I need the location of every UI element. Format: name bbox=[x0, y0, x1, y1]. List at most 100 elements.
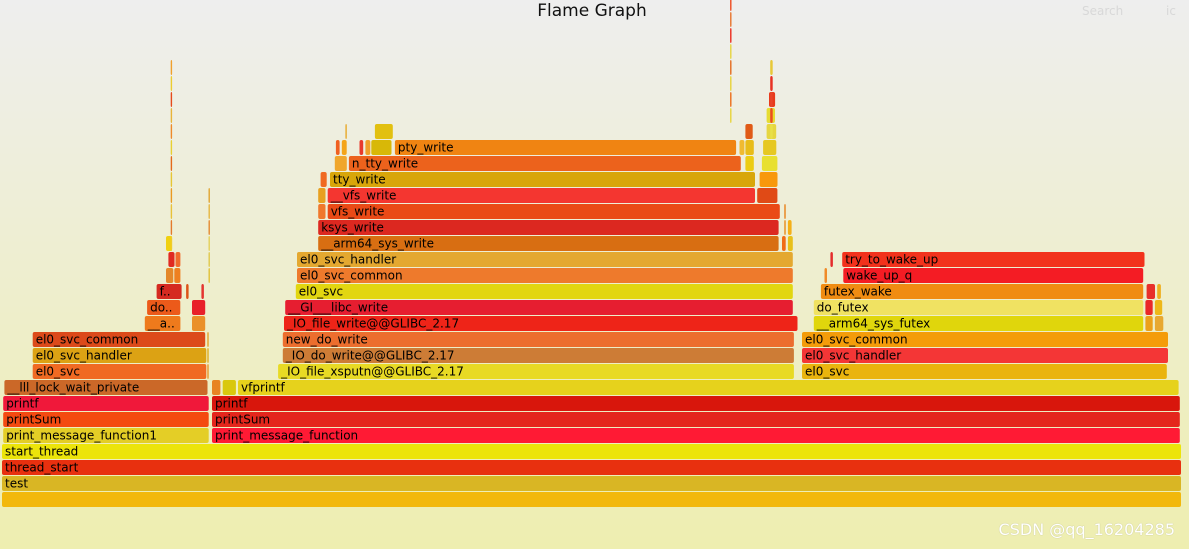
flame-frame[interactable] bbox=[1146, 284, 1155, 299]
flame-frame-bar[interactable] bbox=[318, 220, 779, 235]
flame-frame[interactable] bbox=[208, 220, 210, 235]
flame-frame-bar[interactable] bbox=[147, 300, 181, 315]
flame-frame-bar[interactable] bbox=[170, 92, 173, 107]
flame-frame[interactable] bbox=[174, 268, 181, 283]
flame-frame-bar[interactable] bbox=[813, 300, 1144, 315]
flame-frame[interactable] bbox=[1157, 284, 1161, 299]
flame-frame[interactable]: printf bbox=[3, 396, 209, 411]
flame-frame-bar[interactable] bbox=[284, 316, 798, 331]
flame-frame[interactable] bbox=[770, 76, 773, 91]
flame-frame-bar[interactable] bbox=[3, 428, 209, 443]
flame-frame-bar[interactable] bbox=[745, 140, 754, 155]
flame-frame-bar[interactable] bbox=[770, 108, 773, 123]
flame-frame[interactable]: _IO_file_write@@GLIBC_2.17 bbox=[284, 316, 798, 331]
flame-frame[interactable] bbox=[770, 92, 773, 107]
flame-frame-bar[interactable] bbox=[730, 0, 732, 11]
flame-frame-bar[interactable] bbox=[170, 108, 173, 123]
flame-frame-bar[interactable] bbox=[170, 60, 173, 75]
flame-frame-bar[interactable] bbox=[156, 284, 182, 299]
flame-frame-bar[interactable] bbox=[330, 172, 755, 187]
flame-frame-bar[interactable] bbox=[186, 284, 189, 299]
flame-frame-bar[interactable] bbox=[208, 252, 210, 267]
flame-frame[interactable] bbox=[170, 236, 173, 251]
flame-frame[interactable] bbox=[168, 252, 175, 267]
flame-frame-bar[interactable] bbox=[175, 252, 181, 267]
flame-frame[interactable] bbox=[170, 124, 173, 139]
flame-frame[interactable] bbox=[1145, 300, 1153, 315]
flame-frame-bar[interactable] bbox=[374, 124, 393, 139]
flame-frame-bar[interactable] bbox=[318, 188, 326, 203]
flame-frame[interactable] bbox=[166, 236, 173, 251]
flame-frame[interactable]: printf bbox=[212, 396, 1180, 411]
search-button[interactable]: Search bbox=[1082, 4, 1124, 18]
flame-frame-bar[interactable] bbox=[166, 268, 174, 283]
flame-frame-bar[interactable] bbox=[1157, 284, 1161, 299]
flame-frame-bar[interactable] bbox=[770, 124, 773, 139]
flame-frame[interactable] bbox=[170, 108, 173, 123]
ignore-case-toggle[interactable]: ic bbox=[1166, 4, 1176, 18]
flame-frame[interactable]: new_do_write bbox=[282, 332, 794, 347]
flame-frame[interactable] bbox=[192, 316, 206, 331]
flame-frame[interactable] bbox=[730, 44, 732, 59]
flame-frame[interactable] bbox=[359, 140, 364, 155]
flame-frame-bar[interactable] bbox=[730, 92, 732, 107]
flame-frame[interactable] bbox=[208, 204, 210, 219]
flame-frame-bar[interactable] bbox=[4, 380, 208, 395]
flame-frame[interactable] bbox=[757, 188, 778, 203]
flame-frame-bar[interactable] bbox=[2, 476, 1181, 491]
flame-frame[interactable] bbox=[320, 172, 327, 187]
flame-frame[interactable]: start_thread bbox=[2, 444, 1181, 459]
flame-frame-bar[interactable] bbox=[170, 236, 173, 251]
flame-frame[interactable] bbox=[745, 124, 753, 139]
flame-frame-bar[interactable] bbox=[327, 204, 780, 219]
flame-frame-bar[interactable] bbox=[170, 220, 173, 235]
flame-frame[interactable]: thread_start bbox=[2, 460, 1181, 475]
flame-frame-bar[interactable] bbox=[335, 140, 340, 155]
flame-frame-bar[interactable] bbox=[238, 380, 1179, 395]
flame-frame-bar[interactable] bbox=[170, 76, 173, 91]
flame-frame-bar[interactable] bbox=[318, 204, 326, 219]
flame-frame[interactable]: __vfs_write bbox=[327, 188, 755, 203]
flame-frame-bar[interactable] bbox=[207, 332, 209, 347]
flame-frame[interactable] bbox=[830, 252, 833, 267]
flame-frame-bar[interactable] bbox=[770, 76, 773, 91]
flame-frame-bar[interactable] bbox=[166, 236, 173, 251]
flame-frame-bar[interactable] bbox=[2, 460, 1181, 475]
flame-frame[interactable]: do_futex bbox=[813, 300, 1144, 315]
flame-frame[interactable] bbox=[770, 60, 773, 75]
flame-frame-bar[interactable] bbox=[843, 268, 1144, 283]
flame-frame[interactable]: futex_wake bbox=[820, 284, 1144, 299]
flame-frame-bar[interactable] bbox=[341, 140, 347, 155]
flame-frame[interactable] bbox=[745, 140, 754, 155]
flame-frame[interactable] bbox=[770, 108, 773, 123]
flame-frame-bar[interactable] bbox=[295, 284, 793, 299]
flame-frame-bar[interactable] bbox=[813, 316, 1144, 331]
flame-frame[interactable] bbox=[341, 140, 347, 155]
flame-frame[interactable] bbox=[730, 60, 732, 75]
flame-frame[interactable]: el0_svc_common bbox=[32, 332, 206, 347]
flame-frame[interactable]: print_message_function bbox=[212, 428, 1180, 443]
flame-frame[interactable] bbox=[207, 364, 209, 379]
flame-frame[interactable] bbox=[207, 348, 209, 363]
flame-frame-bar[interactable] bbox=[144, 316, 181, 331]
flame-frame[interactable] bbox=[365, 140, 371, 155]
flame-frame[interactable] bbox=[730, 76, 732, 91]
flame-frame-bar[interactable] bbox=[730, 60, 732, 75]
flame-frame[interactable]: _IO_file_xsputn@@GLIBC_2.17 bbox=[278, 364, 794, 379]
flame-frame[interactable] bbox=[207, 332, 209, 347]
flame-frame[interactable]: el0_svc bbox=[802, 364, 1167, 379]
flame-frame-bar[interactable] bbox=[365, 140, 371, 155]
flame-frame[interactable]: el0_svc_common bbox=[802, 332, 1168, 347]
flame-frame-bar[interactable] bbox=[170, 172, 173, 187]
flame-frame[interactable] bbox=[335, 140, 340, 155]
flame-frame-bar[interactable] bbox=[1154, 316, 1164, 331]
flame-frame[interactable]: f.. bbox=[156, 284, 182, 299]
flame-frame[interactable] bbox=[170, 204, 173, 219]
flame-frame-bar[interactable] bbox=[1154, 300, 1163, 315]
flame-frame[interactable] bbox=[170, 156, 173, 171]
flame-frame-bar[interactable] bbox=[730, 76, 732, 91]
flame-frame[interactable] bbox=[166, 268, 174, 283]
flame-frame-bar[interactable] bbox=[327, 188, 755, 203]
flame-frame[interactable] bbox=[730, 92, 732, 107]
flame-frame-bar[interactable] bbox=[782, 236, 786, 251]
